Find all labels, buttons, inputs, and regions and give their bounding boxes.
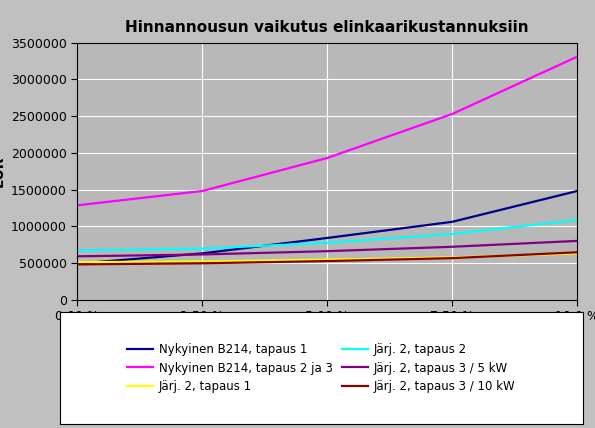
Järj. 2, tapaus 3 / 10 kW — [574, 250, 581, 255]
Nykyinen B214, tapaus 1 — [324, 235, 331, 241]
Line: Järj. 2, tapaus 2: Järj. 2, tapaus 2 — [77, 220, 577, 250]
Järj. 2, tapaus 3 / 5 kW — [199, 252, 206, 257]
Y-axis label: EUR: EUR — [0, 155, 5, 187]
Järj. 2, tapaus 1 — [74, 260, 81, 265]
Järj. 2, tapaus 3 / 5 kW — [74, 254, 81, 259]
Nykyinen B214, tapaus 1 — [199, 251, 206, 256]
Järj. 2, tapaus 2 — [74, 248, 81, 253]
Järj. 2, tapaus 2 — [324, 240, 331, 245]
Line: Järj. 2, tapaus 3 / 5 kW: Järj. 2, tapaus 3 / 5 kW — [77, 241, 577, 256]
Nykyinen B214, tapaus 2 ja 3 — [324, 155, 331, 160]
Legend: Nykyinen B214, tapaus 1, Nykyinen B214, tapaus 2 ja 3, Järj. 2, tapaus 1, Järj. : Nykyinen B214, tapaus 1, Nykyinen B214, … — [122, 338, 521, 398]
Nykyinen B214, tapaus 2 ja 3 — [449, 111, 456, 116]
Järj. 2, tapaus 3 / 10 kW — [199, 261, 206, 266]
Järj. 2, tapaus 3 / 5 kW — [324, 249, 331, 254]
Nykyinen B214, tapaus 1 — [449, 219, 456, 224]
Järj. 2, tapaus 3 / 10 kW — [449, 256, 456, 261]
Line: Nykyinen B214, tapaus 1: Nykyinen B214, tapaus 1 — [77, 191, 577, 264]
Järj. 2, tapaus 2 — [574, 217, 581, 223]
Nykyinen B214, tapaus 1 — [74, 261, 81, 266]
Järj. 2, tapaus 1 — [574, 251, 581, 256]
Title: Hinnannousun vaikutus elinkaarikustannuksiin: Hinnannousun vaikutus elinkaarikustannuk… — [126, 20, 529, 35]
Line: Nykyinen B214, tapaus 2 ja 3: Nykyinen B214, tapaus 2 ja 3 — [77, 57, 577, 205]
Line: Järj. 2, tapaus 3 / 10 kW: Järj. 2, tapaus 3 / 10 kW — [77, 252, 577, 265]
Järj. 2, tapaus 3 / 10 kW — [74, 262, 81, 267]
Järj. 2, tapaus 3 / 5 kW — [574, 238, 581, 244]
Järj. 2, tapaus 2 — [449, 232, 456, 237]
Järj. 2, tapaus 1 — [324, 257, 331, 262]
Järj. 2, tapaus 2 — [199, 246, 206, 251]
Nykyinen B214, tapaus 2 ja 3 — [199, 188, 206, 193]
X-axis label: Vuosittainen hinnannousu, %: Vuosittainen hinnannousu, % — [212, 329, 442, 342]
Line: Järj. 2, tapaus 1: Järj. 2, tapaus 1 — [77, 253, 577, 262]
Järj. 2, tapaus 1 — [199, 259, 206, 264]
Järj. 2, tapaus 1 — [449, 255, 456, 260]
Nykyinen B214, tapaus 1 — [574, 188, 581, 193]
Järj. 2, tapaus 3 / 10 kW — [324, 259, 331, 264]
Nykyinen B214, tapaus 2 ja 3 — [574, 54, 581, 59]
Nykyinen B214, tapaus 2 ja 3 — [74, 203, 81, 208]
Järj. 2, tapaus 3 / 5 kW — [449, 244, 456, 250]
